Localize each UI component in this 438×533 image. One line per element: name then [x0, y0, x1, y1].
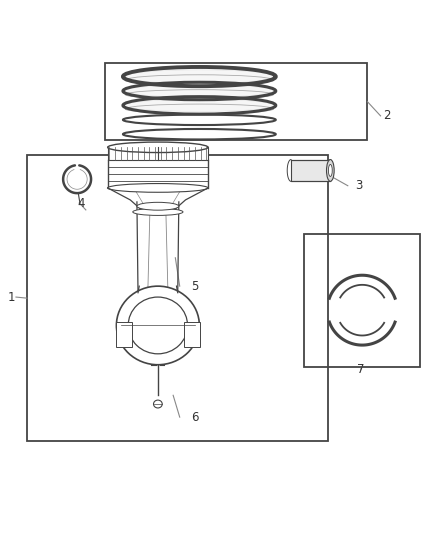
Bar [184, 321, 200, 347]
Ellipse shape [133, 208, 183, 215]
Bar [106, 63, 367, 140]
Text: 2: 2 [383, 109, 391, 123]
Ellipse shape [153, 400, 162, 408]
Text: 3: 3 [355, 179, 362, 192]
Ellipse shape [124, 99, 275, 111]
Ellipse shape [124, 70, 275, 83]
Ellipse shape [328, 165, 332, 176]
Text: 5: 5 [191, 280, 199, 293]
Bar [108, 147, 208, 159]
Bar [304, 234, 420, 367]
Ellipse shape [137, 203, 179, 210]
Ellipse shape [108, 142, 208, 152]
Ellipse shape [117, 286, 199, 365]
Text: 1: 1 [8, 290, 15, 304]
Text: 6: 6 [191, 410, 199, 424]
Bar [291, 159, 330, 181]
Bar [116, 321, 132, 347]
Text: 4: 4 [78, 197, 85, 209]
Ellipse shape [108, 183, 208, 192]
Bar [27, 155, 328, 441]
Text: 7: 7 [357, 362, 365, 376]
Ellipse shape [124, 85, 275, 97]
Ellipse shape [128, 297, 187, 354]
Ellipse shape [326, 159, 334, 181]
